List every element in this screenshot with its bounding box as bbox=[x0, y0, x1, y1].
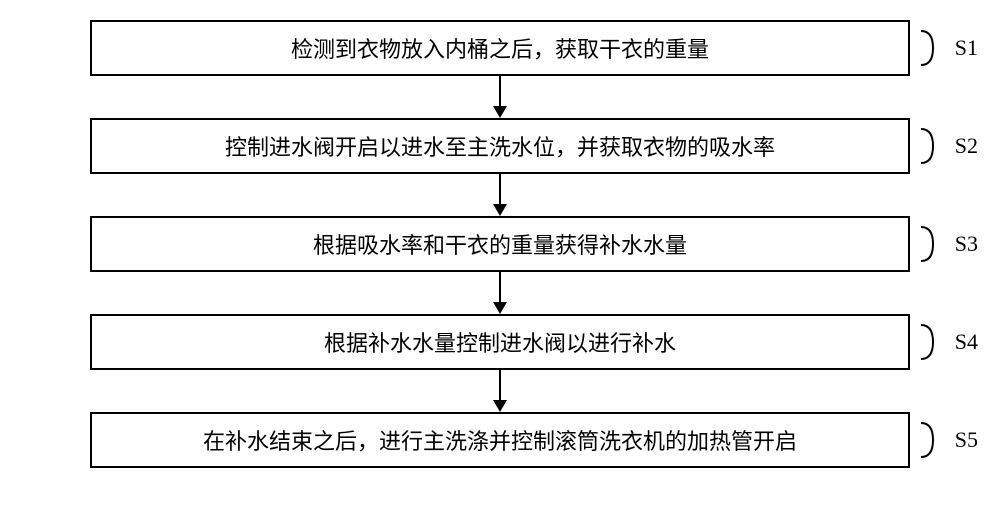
step-box-s3: 根据吸水率和干衣的重量获得补水水量 S3 bbox=[90, 216, 910, 272]
arrow-down-icon bbox=[493, 370, 507, 412]
arrow-head bbox=[493, 106, 507, 118]
brace-icon bbox=[919, 419, 951, 461]
arrow-down-icon bbox=[493, 174, 507, 216]
step-text: 在补水结束之后，进行主洗涤并控制滚筒洗衣机的加热管开启 bbox=[203, 424, 797, 456]
step-wrapper: 根据补水水量控制进水阀以进行补水 S4 bbox=[60, 314, 940, 412]
step-box-s5: 在补水结束之后，进行主洗涤并控制滚筒洗衣机的加热管开启 S5 bbox=[90, 412, 910, 468]
step-label: S4 bbox=[919, 321, 978, 363]
brace-icon bbox=[919, 321, 951, 363]
arrow-head bbox=[493, 302, 507, 314]
step-id-label: S2 bbox=[955, 133, 978, 159]
step-wrapper: 控制进水阀开启以进水至主洗水位，并获取衣物的吸水率 S2 bbox=[60, 118, 940, 216]
step-box-s2: 控制进水阀开启以进水至主洗水位，并获取衣物的吸水率 S2 bbox=[90, 118, 910, 174]
step-wrapper: 在补水结束之后，进行主洗涤并控制滚筒洗衣机的加热管开启 S5 bbox=[60, 412, 940, 468]
step-id-label: S3 bbox=[955, 231, 978, 257]
step-text: 控制进水阀开启以进水至主洗水位，并获取衣物的吸水率 bbox=[225, 130, 775, 162]
arrow-line bbox=[499, 174, 501, 204]
step-box-s1: 检测到衣物放入内桶之后，获取干衣的重量 S1 bbox=[90, 20, 910, 76]
step-label: S2 bbox=[919, 125, 978, 167]
step-id-label: S1 bbox=[955, 35, 978, 61]
brace-icon bbox=[919, 27, 951, 69]
arrow-down-icon bbox=[493, 76, 507, 118]
step-wrapper: 检测到衣物放入内桶之后，获取干衣的重量 S1 bbox=[60, 20, 940, 118]
step-id-label: S5 bbox=[955, 427, 978, 453]
step-text: 根据补水水量控制进水阀以进行补水 bbox=[324, 326, 676, 358]
brace-icon bbox=[919, 125, 951, 167]
arrow-line bbox=[499, 272, 501, 302]
brace-icon bbox=[919, 223, 951, 265]
arrow-line bbox=[499, 76, 501, 106]
flowchart-container: 检测到衣物放入内桶之后，获取干衣的重量 S1 控制进水阀开启以进水至主洗水位，并获… bbox=[60, 20, 940, 468]
step-box-s4: 根据补水水量控制进水阀以进行补水 S4 bbox=[90, 314, 910, 370]
arrow-head bbox=[493, 400, 507, 412]
step-wrapper: 根据吸水率和干衣的重量获得补水水量 S3 bbox=[60, 216, 940, 314]
step-text: 检测到衣物放入内桶之后，获取干衣的重量 bbox=[291, 32, 709, 64]
step-text: 根据吸水率和干衣的重量获得补水水量 bbox=[313, 228, 687, 260]
step-label: S5 bbox=[919, 419, 978, 461]
arrow-line bbox=[499, 370, 501, 400]
step-id-label: S4 bbox=[955, 329, 978, 355]
arrow-down-icon bbox=[493, 272, 507, 314]
step-label: S1 bbox=[919, 27, 978, 69]
step-label: S3 bbox=[919, 223, 978, 265]
arrow-head bbox=[493, 204, 507, 216]
